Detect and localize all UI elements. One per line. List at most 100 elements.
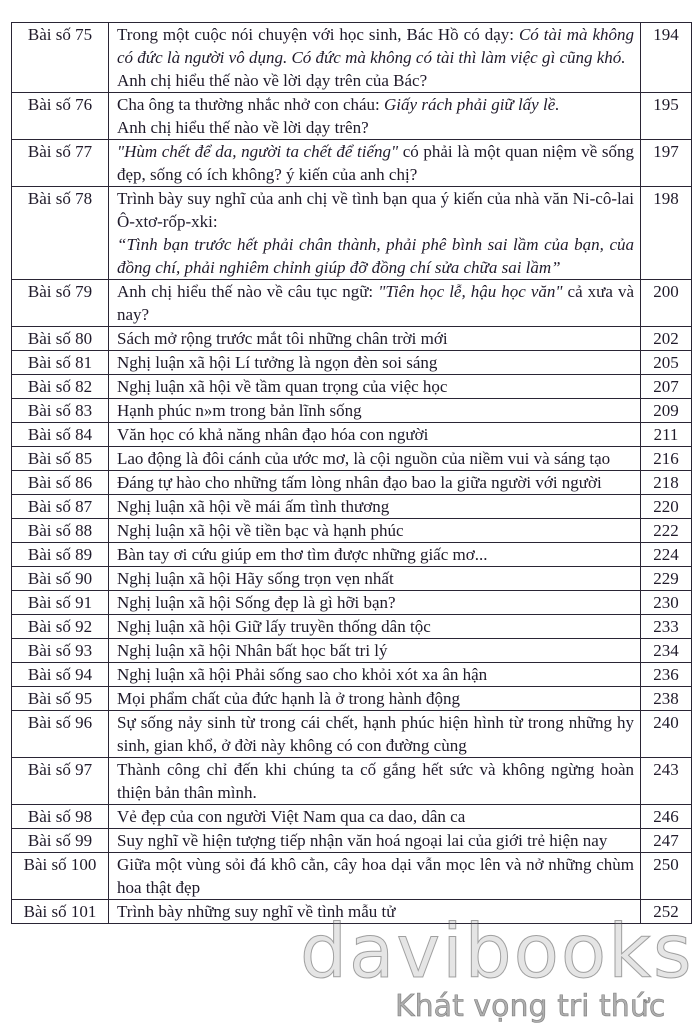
lesson-title: Đáng tự hào cho những tấm lòng nhân đạo … bbox=[108, 470, 641, 495]
page-number: 247 bbox=[640, 828, 692, 853]
title-line: "Hùm chết để da, người ta chết để tiếng"… bbox=[117, 140, 634, 186]
lesson-title: Nghị luận xã hội về mái ấm tình thương bbox=[108, 494, 641, 519]
title-line: Hạnh phúc n»m trong bản lĩnh sống bbox=[117, 399, 634, 422]
lesson-title: Nghị luận xã hội Sống đẹp là gì hỡi bạn? bbox=[108, 590, 641, 615]
lesson-number: Bài số 88 bbox=[11, 518, 109, 543]
lesson-title: Lao động là đôi cánh của ước mơ, là cội … bbox=[108, 446, 641, 471]
title-line: Nghị luận xã hội Giữ lấy truyền thống dâ… bbox=[117, 615, 634, 638]
watermark-logo: davibooks Khát vọng tri thức bbox=[300, 915, 694, 1023]
page-number: 246 bbox=[640, 804, 692, 829]
page-number: 211 bbox=[640, 422, 692, 447]
title-text: Lao động là đôi cánh của ước mơ, là cội … bbox=[117, 449, 611, 468]
quoted-text: “Tình bạn trước hết phải chân thành, phả… bbox=[117, 235, 634, 277]
lesson-title: Giữa một vùng sỏi đá khô cằn, cây hoa dạ… bbox=[108, 852, 641, 900]
lesson-number: Bài số 75 bbox=[11, 22, 109, 93]
table-row: Bài số 88 Nghị luận xã hội về tiền bạc và… bbox=[11, 518, 692, 543]
table-row: Bài số 84 Văn học có khả năng nhân đạo hó… bbox=[11, 422, 692, 447]
page-number: 202 bbox=[640, 326, 692, 351]
table-row: Bài số 83 Hạnh phúc n»m trong bản lĩnh số… bbox=[11, 398, 692, 423]
title-line: Đáng tự hào cho những tấm lòng nhân đạo … bbox=[117, 471, 634, 494]
title-line: Nghị luận xã hội Phải sống sao cho khỏi … bbox=[117, 663, 634, 686]
title-text: cả xưa và nay? bbox=[117, 282, 634, 324]
lesson-title: Sự sống nảy sinh từ trong cái chết, hạnh… bbox=[108, 710, 641, 758]
title-text: Thành công chỉ đến khi chúng ta cố gắng … bbox=[117, 760, 634, 802]
lesson-title: Trình bày suy nghĩ của anh chị về tình b… bbox=[108, 186, 641, 280]
table-row: Bài số 100 Giữa một vùng sỏi đá khô cằn, … bbox=[11, 852, 692, 900]
lesson-number: Bài số 101 bbox=[11, 899, 109, 924]
title-line: Nghị luận xã hội về mái ấm tình thương bbox=[117, 495, 634, 518]
title-text: Anh chị hiểu thế nào về lời dạy trên? bbox=[117, 118, 369, 137]
quoted-text: Giấy rách phải giữ lấy lề. bbox=[384, 95, 560, 114]
title-line: Thành công chỉ đến khi chúng ta cố gắng … bbox=[117, 758, 634, 804]
page-number: 205 bbox=[640, 350, 692, 375]
title-text: Mọi phẩm chất của đức hạnh là ở trong hà… bbox=[117, 689, 461, 708]
lesson-title: "Hùm chết để da, người ta chết để tiếng"… bbox=[108, 139, 641, 187]
title-text: Đáng tự hào cho những tấm lòng nhân đạo … bbox=[117, 473, 602, 492]
title-text: Nghị luận xã hội Sống đẹp là gì hỡi bạn? bbox=[117, 593, 396, 612]
title-text: Nghị luận xã hội Lí tưởng là ngọn đèn so… bbox=[117, 353, 438, 372]
lesson-number: Bài số 94 bbox=[11, 662, 109, 687]
table-row: Bài số 77 "Hùm chết để da, người ta chết … bbox=[11, 139, 692, 187]
title-line: Trong một cuộc nói chuyện với học sinh, … bbox=[117, 23, 634, 69]
title-line: Trình bày những suy nghĩ về tình mẫu tử bbox=[117, 900, 634, 923]
lesson-number: Bài số 82 bbox=[11, 374, 109, 399]
table-row: Bài số 98 Vẻ đẹp của con người Việt Nam q… bbox=[11, 804, 692, 829]
title-text: Nghị luận xã hội về tầm quan trọng của v… bbox=[117, 377, 448, 396]
lesson-number: Bài số 80 bbox=[11, 326, 109, 351]
lesson-number: Bài số 84 bbox=[11, 422, 109, 447]
table-row: Bài số 92 Nghị luận xã hội Giữ lấy truyền… bbox=[11, 614, 692, 639]
lesson-title: Nghị luận xã hội Nhân bất học bất tri lý bbox=[108, 638, 641, 663]
title-text: Nghị luận xã hội Hãy sống trọn vẹn nhất bbox=[117, 569, 394, 588]
page-number: 233 bbox=[640, 614, 692, 639]
lesson-number: Bài số 98 bbox=[11, 804, 109, 829]
title-line: Nghị luận xã hội Hãy sống trọn vẹn nhất bbox=[117, 567, 634, 590]
table-row: Bài số 80 Sách mở rộng trước mắt tôi nhữn… bbox=[11, 326, 692, 351]
table-row: Bài số 85 Lao động là đôi cánh của ước mơ… bbox=[11, 446, 692, 471]
title-line: Nghị luận xã hội Nhân bất học bất tri lý bbox=[117, 639, 634, 662]
lesson-number: Bài số 90 bbox=[11, 566, 109, 591]
table-row: Bài số 76 Cha ông ta thường nhắc nhở con … bbox=[11, 92, 692, 140]
title-text: Trình bày suy nghĩ của anh chị về tình b… bbox=[117, 189, 634, 231]
lesson-title: Anh chị hiểu thế nào về câu tục ngữ: "Ti… bbox=[108, 279, 641, 327]
lesson-title: Nghị luận xã hội Phải sống sao cho khỏi … bbox=[108, 662, 641, 687]
title-line: Cha ông ta thường nhắc nhở con cháu: Giấ… bbox=[117, 93, 634, 116]
lesson-number: Bài số 76 bbox=[11, 92, 109, 140]
page-number: 209 bbox=[640, 398, 692, 423]
lesson-number: Bài số 95 bbox=[11, 686, 109, 711]
table-row: Bài số 75 Trong một cuộc nói chuyện với h… bbox=[11, 22, 692, 93]
page-number: 240 bbox=[640, 710, 692, 758]
lesson-number: Bài số 78 bbox=[11, 186, 109, 280]
title-text: Trong một cuộc nói chuyện với học sinh, … bbox=[117, 25, 519, 44]
lesson-number: Bài số 91 bbox=[11, 590, 109, 615]
page-number: 229 bbox=[640, 566, 692, 591]
title-line: Sự sống nảy sinh từ trong cái chết, hạnh… bbox=[117, 711, 634, 757]
title-line: Trình bày suy nghĩ của anh chị về tình b… bbox=[117, 187, 634, 233]
page-number: 252 bbox=[640, 899, 692, 924]
page-number: 236 bbox=[640, 662, 692, 687]
table-row: Bài số 87 Nghị luận xã hội về mái ấm tình… bbox=[11, 494, 692, 519]
title-line: Anh chị hiểu thế nào về lời dạy trên của… bbox=[117, 69, 634, 92]
lesson-number: Bài số 81 bbox=[11, 350, 109, 375]
title-line: Lao động là đôi cánh của ước mơ, là cội … bbox=[117, 447, 634, 470]
lesson-number: Bài số 85 bbox=[11, 446, 109, 471]
lesson-number: Bài số 92 bbox=[11, 614, 109, 639]
watermark-slogan: Khát vọng tri thức bbox=[395, 989, 666, 1024]
page-number: 250 bbox=[640, 852, 692, 900]
title-text: Sự sống nảy sinh từ trong cái chết, hạnh… bbox=[117, 713, 634, 755]
lesson-title: Trình bày những suy nghĩ về tình mẫu tử bbox=[108, 899, 641, 924]
table-row: Bài số 95 Mọi phẩm chất của đức hạnh là ở… bbox=[11, 686, 692, 711]
lesson-title: Thành công chỉ đến khi chúng ta cố gắng … bbox=[108, 757, 641, 805]
title-text: có phải là một quan niệm về sống đẹp, số… bbox=[117, 142, 634, 184]
lesson-number: Bài số 86 bbox=[11, 470, 109, 495]
title-text: Nghị luận xã hội Nhân bất học bất tri lý bbox=[117, 641, 388, 660]
page-number: 197 bbox=[640, 139, 692, 187]
title-line: Giữa một vùng sỏi đá khô cằn, cây hoa dạ… bbox=[117, 853, 634, 899]
lesson-title: Nghị luận xã hội Lí tưởng là ngọn đèn so… bbox=[108, 350, 641, 375]
title-line: Vẻ đẹp của con người Việt Nam qua ca dao… bbox=[117, 805, 634, 828]
table-of-contents: Bài số 75 Trong một cuộc nói chuyện với h… bbox=[11, 22, 692, 924]
lesson-title: Cha ông ta thường nhắc nhở con cháu: Giấ… bbox=[108, 92, 641, 140]
title-line: Văn học có khả năng nhân đạo hóa con ngư… bbox=[117, 423, 634, 446]
page-number: 200 bbox=[640, 279, 692, 327]
table-row: Bài số 78 Trình bày suy nghĩ của anh chị … bbox=[11, 186, 692, 280]
page-number: 243 bbox=[640, 757, 692, 805]
